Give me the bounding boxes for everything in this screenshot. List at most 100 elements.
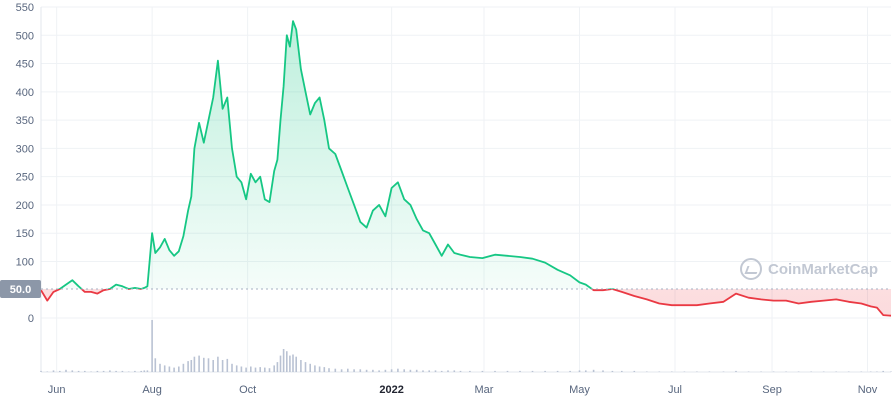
price-point[interactable] (212, 96, 214, 98)
price-point[interactable] (671, 304, 673, 306)
price-point[interactable] (556, 269, 558, 271)
price-point[interactable] (198, 122, 200, 124)
price-point[interactable] (231, 147, 233, 149)
price-point[interactable] (173, 255, 175, 257)
price-point[interactable] (273, 170, 275, 172)
price-point[interactable] (447, 243, 449, 245)
price-point[interactable] (304, 91, 306, 93)
price-point[interactable] (384, 215, 386, 217)
price-point[interactable] (397, 181, 399, 183)
price-point[interactable] (810, 301, 812, 303)
price-point[interactable] (151, 232, 153, 234)
price-point[interactable] (71, 279, 73, 281)
price-point[interactable] (146, 285, 148, 287)
price-point[interactable] (221, 108, 223, 110)
price-point[interactable] (422, 229, 424, 231)
price-point[interactable] (292, 20, 294, 22)
price-point[interactable] (578, 281, 580, 283)
price-point[interactable] (848, 301, 850, 303)
price-point[interactable] (409, 204, 411, 206)
price-point[interactable] (84, 291, 86, 293)
price-point[interactable] (823, 299, 825, 301)
price-point[interactable] (621, 291, 623, 293)
price-point[interactable] (240, 181, 242, 183)
price-point[interactable] (203, 142, 205, 144)
price-point[interactable] (318, 96, 320, 98)
price-point[interactable] (115, 283, 117, 285)
price-point[interactable] (428, 232, 430, 234)
price-point[interactable] (65, 283, 67, 285)
price-point[interactable] (441, 255, 443, 257)
price-point[interactable] (519, 256, 521, 258)
price-point[interactable] (46, 299, 48, 301)
price-point[interactable] (250, 173, 252, 175)
price-point[interactable] (469, 256, 471, 258)
price-point[interactable] (226, 96, 228, 98)
price-point[interactable] (264, 198, 266, 200)
price-point[interactable] (453, 252, 455, 254)
price-point[interactable] (347, 187, 349, 189)
price-point[interactable] (168, 249, 170, 251)
price-point[interactable] (365, 226, 367, 228)
price-point[interactable] (259, 176, 261, 178)
price-point[interactable] (190, 195, 192, 197)
price-point[interactable] (835, 298, 837, 300)
price-point[interactable] (735, 292, 737, 294)
price-point[interactable] (121, 285, 123, 287)
price-point[interactable] (268, 201, 270, 203)
price-point[interactable] (182, 235, 184, 237)
price-point[interactable] (96, 292, 98, 294)
price-point[interactable] (876, 306, 878, 308)
price-point[interactable] (633, 295, 635, 297)
price-point[interactable] (760, 298, 762, 300)
price-point[interactable] (282, 85, 284, 87)
price-point[interactable] (359, 221, 361, 223)
price-point[interactable] (300, 68, 302, 70)
price-point[interactable] (334, 153, 336, 155)
price-point[interactable] (236, 176, 238, 178)
price-point[interactable] (434, 243, 436, 245)
price-point[interactable] (286, 34, 288, 36)
price-point[interactable] (372, 209, 374, 211)
price-point[interactable] (353, 204, 355, 206)
price-point[interactable] (785, 299, 787, 301)
price-point[interactable] (390, 187, 392, 189)
price-point[interactable] (164, 238, 166, 240)
price-point[interactable] (90, 291, 92, 293)
price-point[interactable] (217, 60, 219, 62)
price-point[interactable] (696, 304, 698, 306)
price-point[interactable] (658, 302, 660, 304)
price-point[interactable] (416, 218, 418, 220)
price-point[interactable] (646, 298, 648, 300)
price-point[interactable] (860, 302, 862, 304)
price-point[interactable] (378, 204, 380, 206)
price-point[interactable] (494, 254, 496, 256)
price-point[interactable] (295, 28, 297, 30)
price-point[interactable] (772, 299, 774, 301)
price-point[interactable] (178, 250, 180, 252)
price-point[interactable] (569, 274, 571, 276)
price-line-below-reference[interactable] (40, 21, 892, 317)
price-point[interactable] (747, 297, 749, 299)
price-point[interactable] (245, 198, 247, 200)
price-point[interactable] (109, 288, 111, 290)
price-point[interactable] (481, 257, 483, 259)
price-point[interactable] (882, 314, 884, 316)
price-point[interactable] (309, 113, 311, 115)
price-point[interactable] (289, 45, 291, 47)
price-point[interactable] (159, 246, 161, 248)
price-point[interactable] (544, 261, 546, 263)
price-point[interactable] (154, 252, 156, 254)
price-point[interactable] (314, 102, 316, 104)
price-point[interactable] (276, 159, 278, 161)
price-point[interactable] (459, 254, 461, 256)
price-point[interactable] (683, 304, 685, 306)
price-point[interactable] (193, 147, 195, 149)
price-point[interactable] (506, 255, 508, 257)
price-point[interactable] (708, 302, 710, 304)
price-point[interactable] (403, 198, 405, 200)
price-point[interactable] (531, 258, 533, 260)
price-point[interactable] (59, 288, 61, 290)
